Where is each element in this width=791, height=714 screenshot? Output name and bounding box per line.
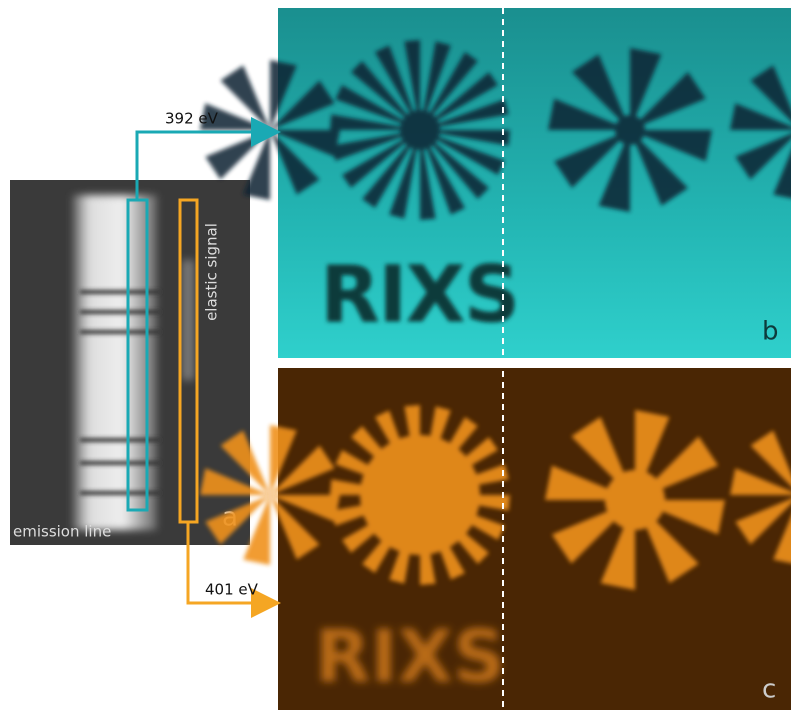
- pattern-text: RIXS: [320, 250, 520, 340]
- pattern-center: [360, 435, 480, 555]
- pattern-center: [605, 470, 665, 530]
- pattern-center: [615, 115, 645, 145]
- energy-label: 392 eV: [165, 110, 219, 128]
- pattern-center: [400, 110, 440, 150]
- panel-b: RIXS b: [200, 8, 791, 358]
- panel-c: RIXS c: [200, 368, 791, 710]
- elastic-label: elastic signal: [203, 223, 221, 321]
- panel-letter: c: [762, 675, 776, 705]
- pattern-text: RIXS: [315, 615, 505, 699]
- panel-letter: b: [762, 317, 779, 347]
- figure: elastic signal emission line a RIXS b RI…: [0, 0, 791, 710]
- energy-label: 401 eV: [205, 581, 259, 599]
- elastic-trace: [182, 260, 194, 380]
- emission-label: emission line: [13, 523, 111, 541]
- page: elastic signal emission line a RIXS b RI…: [0, 0, 791, 710]
- emission-band: [72, 195, 157, 530]
